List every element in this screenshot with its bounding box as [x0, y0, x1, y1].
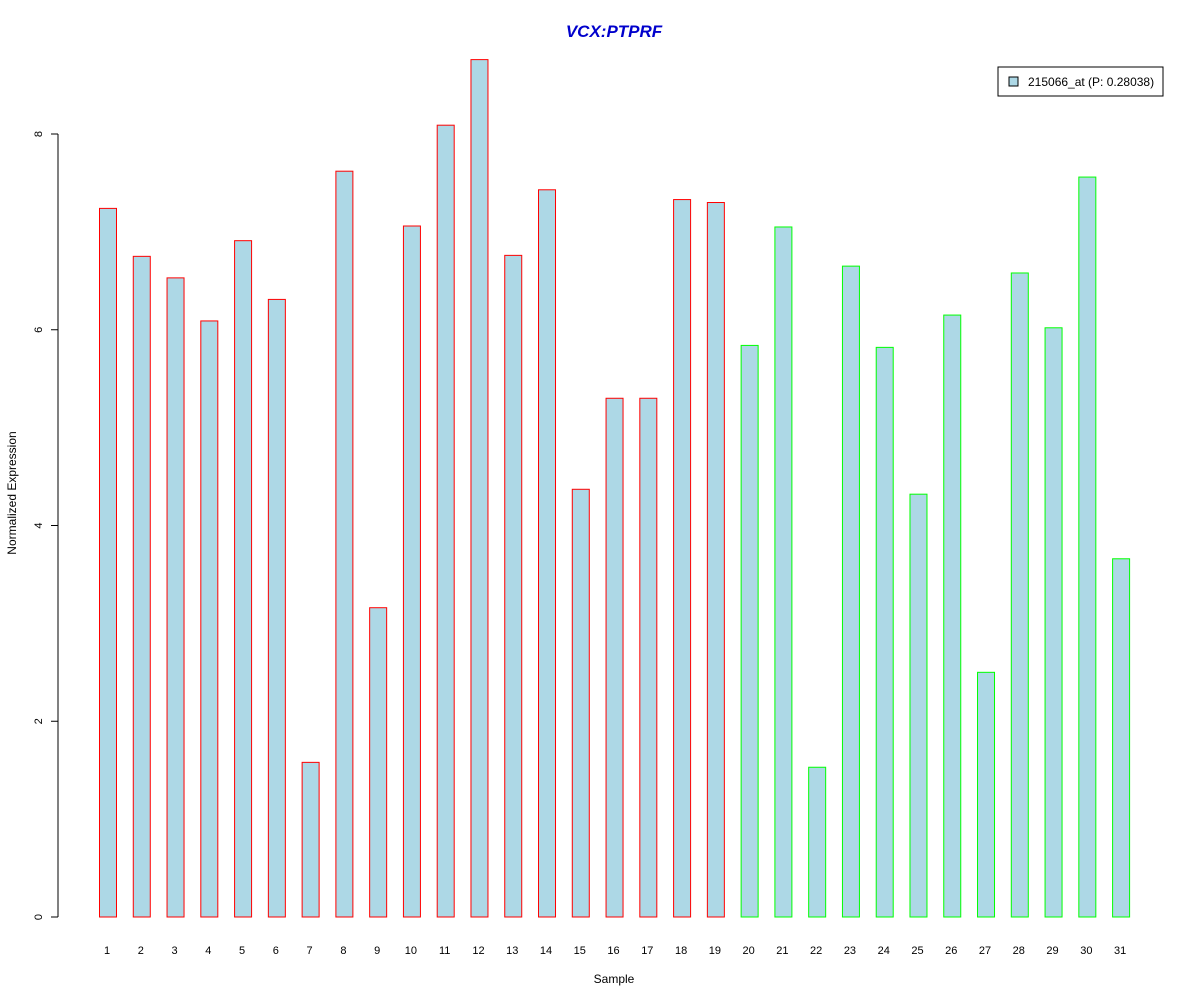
bar-sample-24 — [875, 346, 894, 918]
x-tick-label: 4 — [205, 945, 211, 957]
x-tick-label: 2 — [138, 945, 144, 957]
chart-title: VCX:PTPRF — [566, 22, 663, 41]
x-tick-label: 30 — [1080, 945, 1092, 957]
x-axis-label: Sample — [594, 972, 635, 986]
x-tick-label: 8 — [340, 945, 346, 957]
x-tick-label: 11 — [439, 945, 450, 957]
y-tick-label: 6 — [33, 327, 45, 333]
bar-sample-19 — [706, 202, 725, 918]
legend-label: 215066_at (P: 0.28038) — [1028, 75, 1154, 89]
y-tick-label: 4 — [33, 522, 45, 528]
y-tick-label: 8 — [33, 131, 45, 137]
x-tick-label: 7 — [307, 945, 313, 957]
x-tick-label: 5 — [239, 945, 245, 957]
bar-sample-11 — [436, 124, 455, 918]
x-tick-labels: 1 2 3 4 5 6 7 8 9 10 11 12 13 14 15 16 17 18 19 20 21 22 23 24 2… — [104, 945, 1126, 957]
x-tick-label: 25 — [911, 945, 923, 957]
bar-sample-15 — [571, 488, 590, 918]
x-tick-label: 20 — [743, 945, 755, 957]
y-tick-label: 0 — [33, 914, 45, 920]
bar-sample-30 — [1078, 176, 1097, 918]
x-tick-label: 14 — [540, 945, 552, 957]
bar-sample-1 — [99, 207, 117, 918]
bar-sample-16 — [605, 397, 624, 918]
x-tick-label: 13 — [506, 945, 518, 957]
x-tick-label: 15 — [574, 945, 586, 957]
bar-sample-3 — [166, 277, 185, 918]
x-tick-label: 9 — [374, 945, 380, 957]
bar-sample-6 — [267, 298, 286, 918]
x-tick-label: 26 — [945, 945, 957, 957]
legend-swatch — [1008, 76, 1019, 87]
x-tick-label: 29 — [1046, 945, 1058, 957]
bar-sample-17 — [639, 397, 658, 918]
legend-box — [997, 66, 1164, 97]
bar-sample-9 — [369, 607, 388, 918]
x-tick-label: 6 — [273, 945, 279, 957]
bar-sample-14 — [538, 189, 557, 918]
bar-sample-7 — [301, 761, 320, 918]
bar-sample-18 — [673, 199, 692, 918]
x-tick-label: 28 — [1013, 945, 1025, 957]
x-tick-label: 22 — [810, 945, 822, 957]
bar-sample-23 — [841, 265, 860, 918]
bar-sample-21 — [774, 226, 793, 918]
y-axis-label: Normalized Expression — [5, 431, 19, 554]
bar-sample-20 — [740, 344, 759, 918]
bar-sample-2 — [132, 255, 151, 918]
x-tick-label: 31 — [1114, 945, 1126, 957]
y-tick-label: 2 — [33, 718, 45, 724]
x-tick-label: 16 — [607, 945, 619, 957]
bar-sample-22 — [808, 766, 827, 918]
x-tick-label: 19 — [709, 945, 721, 957]
bar-sample-13 — [504, 254, 523, 918]
bar-sample-10 — [402, 225, 421, 918]
x-tick-label: 24 — [878, 945, 890, 957]
legend: 215066_at (P: 0.28038) — [997, 66, 1164, 97]
bar-sample-4 — [200, 320, 219, 918]
bars — [99, 59, 1131, 918]
x-tick-label: 23 — [844, 945, 856, 957]
x-tick-label: 18 — [675, 945, 687, 957]
bar-sample-8 — [335, 170, 354, 918]
bar-sample-26 — [943, 314, 962, 918]
x-tick-label: 10 — [405, 945, 417, 957]
bar-sample-27 — [977, 671, 996, 918]
x-tick-label: 17 — [641, 945, 653, 957]
bar-sample-12 — [470, 59, 489, 918]
bar-sample-31 — [1112, 558, 1131, 918]
x-tick-label: 12 — [472, 945, 484, 957]
bar-sample-25 — [909, 493, 928, 918]
x-tick-label: 21 — [776, 945, 788, 957]
y-axis: 0 2 4 6 8 — [33, 131, 59, 920]
bar-sample-5 — [234, 240, 253, 918]
bar-sample-28 — [1010, 272, 1029, 918]
x-tick-label: 1 — [104, 945, 110, 957]
x-tick-label: 27 — [979, 945, 991, 957]
bar-sample-29 — [1044, 327, 1063, 918]
x-tick-label: 3 — [171, 945, 177, 957]
